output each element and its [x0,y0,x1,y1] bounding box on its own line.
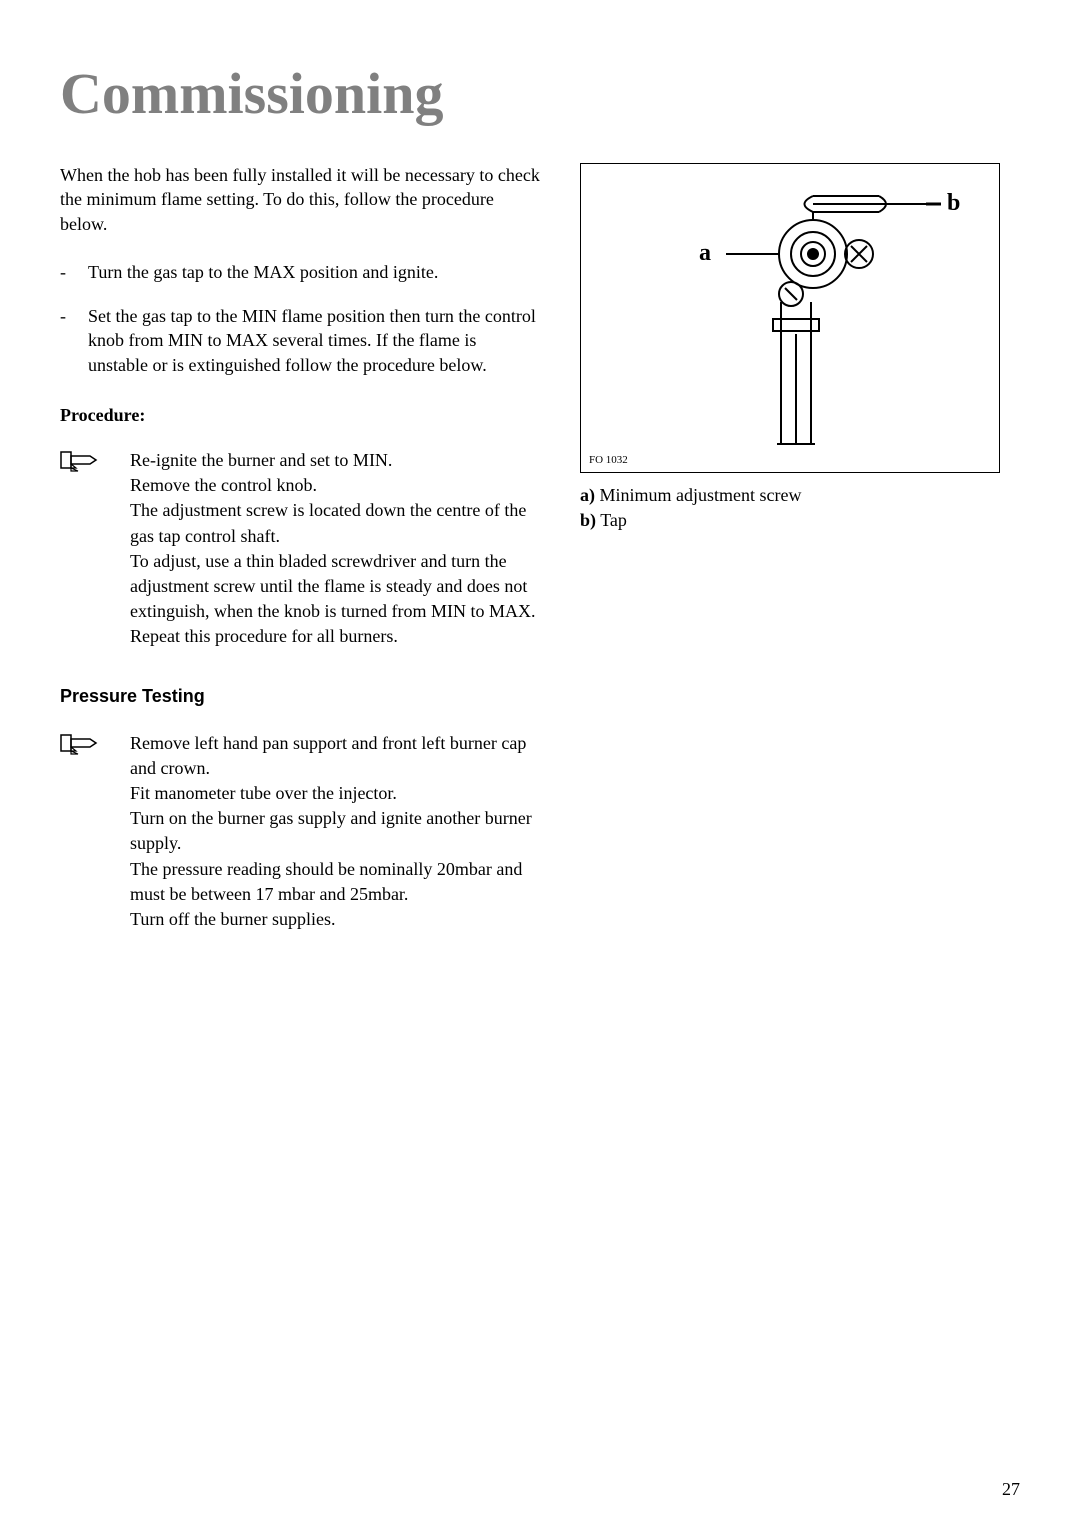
pressure-step: Fit manometer tube over the injector. [130,781,540,806]
intro-text: When the hob has been fully installed it… [60,163,540,236]
pressure-testing-heading: Pressure Testing [60,686,540,707]
caption-b: b) Tap [580,508,1020,533]
pointing-hand-icon [60,746,100,763]
diagram-id: FO 1032 [589,454,628,466]
caption-a-text: Minimum adjustment screw [595,485,801,505]
caption-b-bold: b) [580,510,596,530]
caption-a: a) Minimum adjustment screw [580,483,1020,508]
left-column: When the hob has been fully installed it… [60,163,540,968]
procedure-label: Procedure: [60,405,540,426]
page-number: 27 [1002,1479,1020,1500]
pressure-section: Remove left hand pan support and front l… [60,731,540,933]
pointing-hand-icon [60,463,100,480]
procedure-step: Re-ignite the burner and set to MIN. [130,448,540,473]
diagram-label-b: b [947,190,960,217]
right-column: a b FO 1032 a) Minimum adjustment screw … [580,163,1020,968]
page-title: Commissioning [60,60,1020,127]
bullet-text: Turn the gas tap to the MAX position and… [88,260,540,284]
procedure-step: The adjustment screw is located down the… [130,498,540,548]
procedure-text: Re-ignite the burner and set to MIN. Rem… [130,448,540,650]
procedure-step: Remove the control knob. [130,473,540,498]
bullet-text: Set the gas tap to the MIN flame positio… [88,304,540,377]
diagram-box: a b FO 1032 [580,163,1000,473]
bullet-list: - Turn the gas tap to the MAX position a… [60,260,540,377]
procedure-section: Re-ignite the burner and set to MIN. Rem… [60,448,540,650]
bullet-item: - Set the gas tap to the MIN flame posit… [60,304,540,377]
content-wrapper: When the hob has been fully installed it… [60,163,1020,968]
bullet-marker: - [60,304,88,377]
bullet-marker: - [60,260,88,284]
pressure-text: Remove left hand pan support and front l… [130,731,540,933]
procedure-step: To adjust, use a thin bladed screwdriver… [130,549,540,650]
pressure-step: The pressure reading should be nominally… [130,857,540,907]
pressure-step: Turn off the burner supplies. [130,907,540,932]
hand-icon-col [60,731,130,933]
diagram-label-a: a [699,240,711,267]
hand-icon-col [60,448,130,650]
tap-diagram-svg [581,164,1001,474]
caption-a-bold: a) [580,485,595,505]
pressure-step: Remove left hand pan support and front l… [130,731,540,781]
bullet-item: - Turn the gas tap to the MAX position a… [60,260,540,284]
caption-b-text: Tap [596,510,627,530]
pressure-step: Turn on the burner gas supply and ignite… [130,806,540,856]
